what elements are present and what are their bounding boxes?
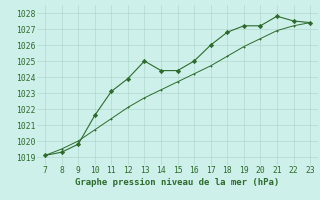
X-axis label: Graphe pression niveau de la mer (hPa): Graphe pression niveau de la mer (hPa) [76, 178, 280, 187]
